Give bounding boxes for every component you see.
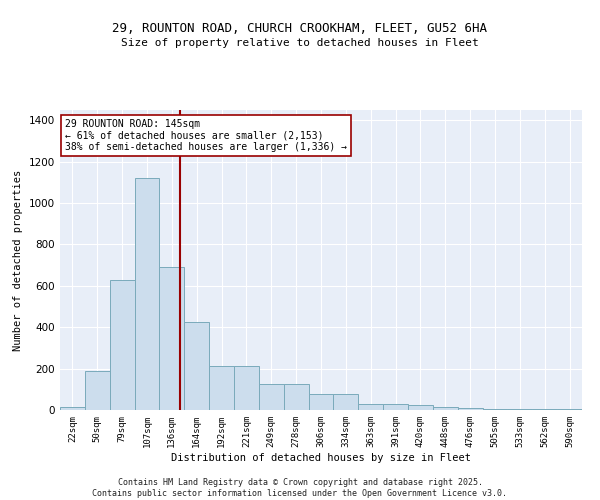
X-axis label: Distribution of detached houses by size in Fleet: Distribution of detached houses by size … bbox=[171, 452, 471, 462]
Bar bbox=[458, 408, 482, 410]
Text: Size of property relative to detached houses in Fleet: Size of property relative to detached ho… bbox=[121, 38, 479, 48]
Bar bbox=[284, 384, 308, 410]
Bar bbox=[85, 370, 110, 410]
Y-axis label: Number of detached properties: Number of detached properties bbox=[13, 170, 23, 350]
Bar bbox=[482, 409, 508, 410]
Bar bbox=[358, 404, 383, 410]
Bar bbox=[209, 366, 234, 410]
Bar bbox=[557, 409, 582, 410]
Bar bbox=[134, 178, 160, 410]
Text: 29 ROUNTON ROAD: 145sqm
← 61% of detached houses are smaller (2,153)
38% of semi: 29 ROUNTON ROAD: 145sqm ← 61% of detache… bbox=[65, 119, 347, 152]
Bar bbox=[408, 406, 433, 410]
Bar bbox=[160, 267, 184, 410]
Bar bbox=[259, 384, 284, 410]
Bar bbox=[433, 407, 458, 410]
Bar bbox=[110, 280, 134, 410]
Bar bbox=[184, 322, 209, 410]
Bar bbox=[308, 394, 334, 410]
Bar bbox=[508, 409, 532, 410]
Bar bbox=[334, 394, 358, 410]
Bar bbox=[60, 407, 85, 410]
Bar bbox=[532, 409, 557, 410]
Text: Contains HM Land Registry data © Crown copyright and database right 2025.
Contai: Contains HM Land Registry data © Crown c… bbox=[92, 478, 508, 498]
Bar bbox=[383, 404, 408, 410]
Text: 29, ROUNTON ROAD, CHURCH CROOKHAM, FLEET, GU52 6HA: 29, ROUNTON ROAD, CHURCH CROOKHAM, FLEET… bbox=[113, 22, 487, 36]
Bar bbox=[234, 366, 259, 410]
